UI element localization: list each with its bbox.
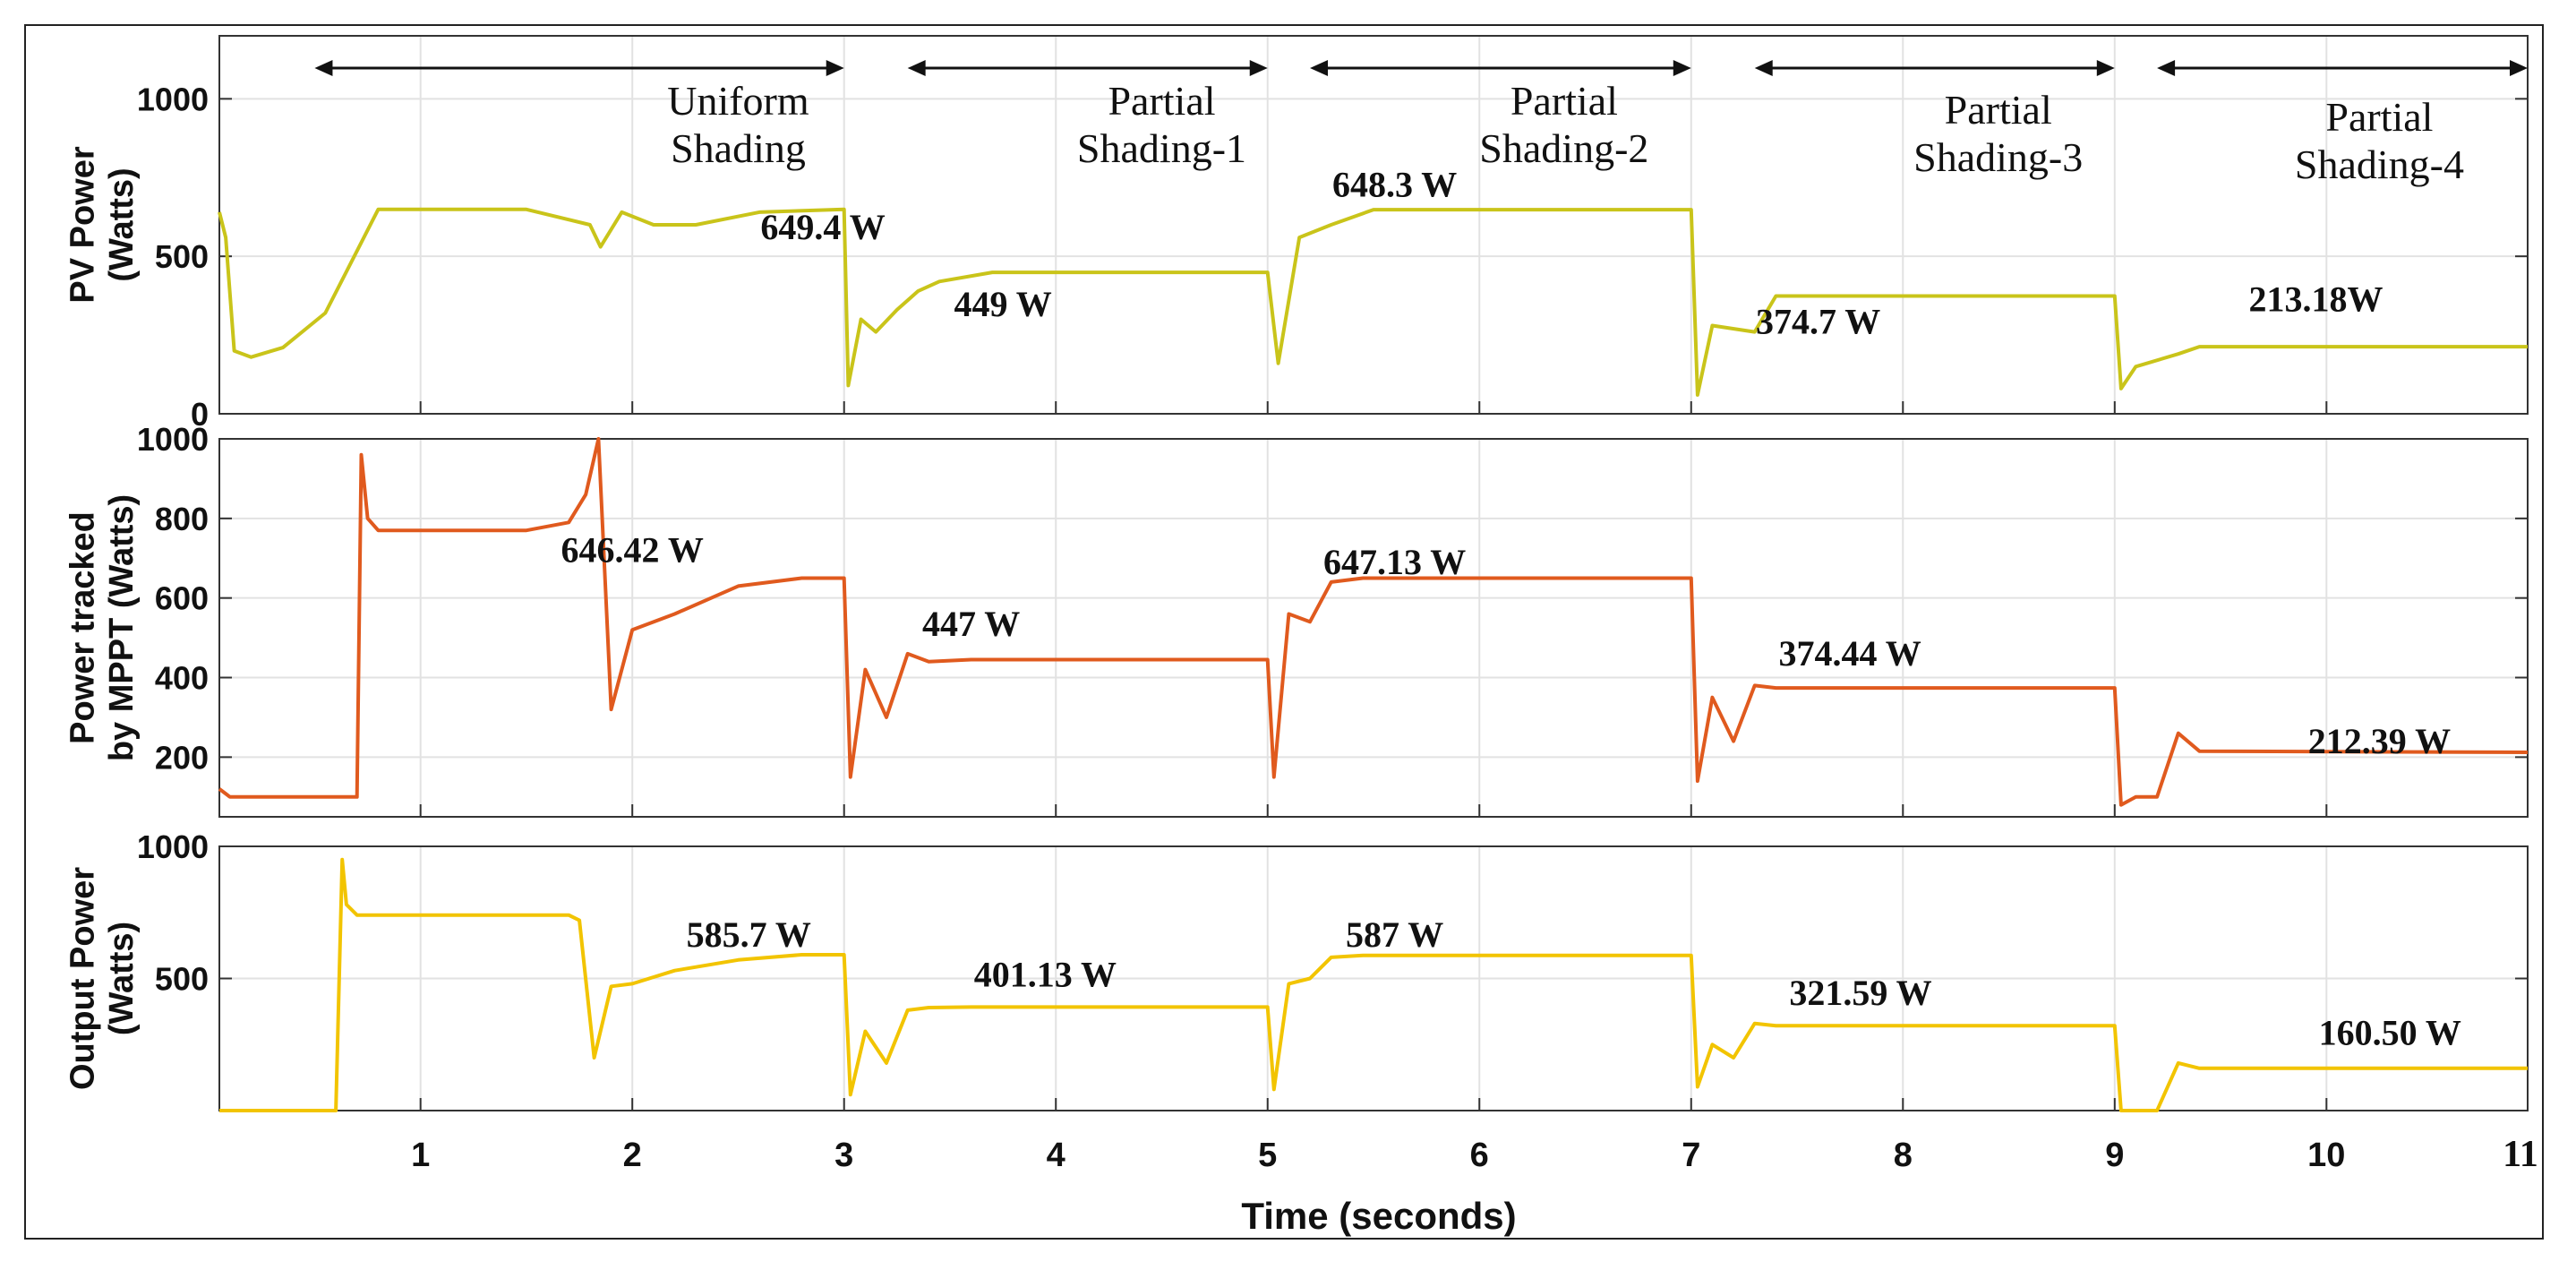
x-axis-label: Time (seconds)	[1241, 1195, 1516, 1237]
y-tick-label: 500	[155, 961, 209, 998]
region-arrow-head-right	[1249, 60, 1268, 76]
annotation-label: 646.42 W	[561, 530, 704, 571]
x-tick-label: 3	[834, 1137, 853, 1174]
annotation-label: 649.4 W	[760, 207, 885, 247]
region-arrow-head-right	[2510, 60, 2528, 76]
region-arrow-head-left	[1754, 60, 1773, 76]
series-line	[219, 857, 2528, 1112]
y-tick-label: 1000	[137, 421, 209, 458]
x-tick-label: 8	[1894, 1137, 1913, 1174]
y-tick-label: 200	[155, 739, 209, 776]
y-axis-label: Power trackedby MPPT (Watts)	[64, 494, 141, 761]
panel-frame	[218, 438, 2529, 818]
annotation-label: 447 W	[922, 604, 1020, 644]
annotation-label: 374.7 W	[1756, 301, 1880, 341]
annotation-label: 401.13 W	[974, 954, 1117, 994]
annotation-label: 374.44 W	[1779, 633, 1921, 674]
x-tick-label: 1	[411, 1137, 430, 1174]
panel-frame	[218, 35, 2529, 415]
x-tick-label: 10	[2307, 1137, 2345, 1174]
y-tick-label: 1000	[137, 828, 209, 865]
region-arrow-head-left	[1310, 60, 1329, 76]
series-line	[218, 207, 2528, 397]
annotation-label: 212.39 W	[2308, 721, 2451, 761]
annotation-label: 647.13 W	[1323, 542, 1466, 582]
x-tick-label: 11	[2503, 1134, 2538, 1175]
region-label: Partial Shading-3	[1913, 87, 2083, 180]
y-tick-label: 0	[191, 396, 209, 433]
region-label: Partial Shading-2	[1479, 78, 1648, 171]
region-arrow-head-right	[826, 60, 844, 76]
region-label: Partial Shading-1	[1077, 78, 1246, 171]
panel-2: 200 400 600 800 1000 Power trackedby MPPT (Wa…	[64, 421, 2529, 818]
y-tick-label: 1000	[137, 81, 209, 117]
annotation-label: 587 W	[1346, 914, 1443, 955]
series-line	[218, 437, 2529, 807]
x-tick-label: 9	[2105, 1137, 2124, 1174]
x-tick-label: 2	[623, 1137, 642, 1174]
annotation-label: 213.18W	[2248, 279, 2383, 320]
region-arrow-head-left	[314, 60, 333, 76]
annotation-label: 648.3 W	[1332, 164, 1457, 204]
figure-frame	[24, 24, 2544, 1240]
region-label: Uniform Shading	[667, 78, 809, 171]
region-arrow-head-left	[907, 60, 926, 76]
annotation-label: 449 W	[954, 284, 1051, 324]
y-axis-label: PV Power(Watts)	[64, 146, 141, 303]
panel-1: 0 500 1000 PV Power(Watts) 649.4 W 449 W 648.3…	[64, 35, 2529, 433]
annotation-label: 585.7 W	[687, 914, 811, 955]
annotation-label: 321.59 W	[1789, 973, 1931, 1013]
annotation-label: 160.50 W	[2319, 1012, 2461, 1052]
y-axis-label: Output Power(Watts)	[64, 867, 141, 1090]
x-tick-label: 5	[1258, 1137, 1277, 1174]
y-tick-label: 400	[155, 660, 209, 697]
y-tick-label: 800	[155, 501, 209, 537]
x-tick-label: 6	[1470, 1137, 1489, 1174]
region-label: Partial Shading-4	[2295, 94, 2464, 187]
region-arrow-head-right	[2096, 60, 2115, 76]
y-tick-label: 600	[155, 580, 209, 617]
x-tick-label: 4	[1047, 1137, 1065, 1174]
x-tick-label: 7	[1682, 1137, 1700, 1174]
y-tick-label: 500	[155, 238, 209, 275]
region-arrow-head-left	[2157, 60, 2176, 76]
region-arrow-head-right	[1673, 60, 1691, 76]
